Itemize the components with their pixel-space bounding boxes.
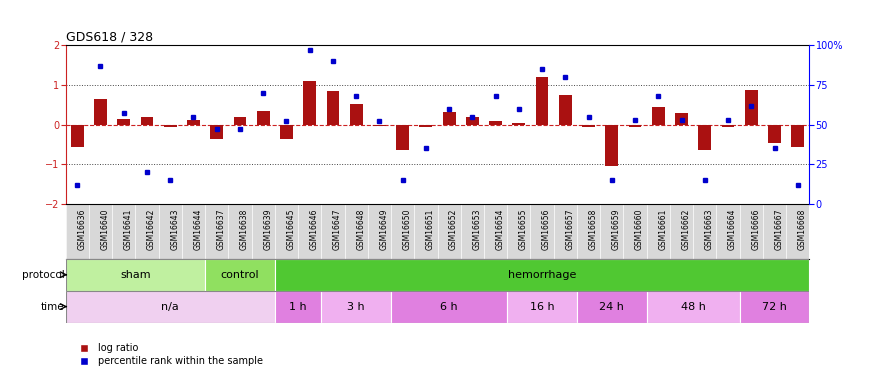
Bar <box>326 91 340 124</box>
Text: GSM16639: GSM16639 <box>263 209 272 250</box>
Bar <box>391 291 507 322</box>
Bar <box>396 124 409 150</box>
Text: GSM16659: GSM16659 <box>612 209 621 250</box>
Bar <box>275 259 809 291</box>
Bar <box>187 120 200 124</box>
Bar <box>66 259 205 291</box>
Bar <box>647 291 739 322</box>
Text: GSM16668: GSM16668 <box>798 209 807 250</box>
Bar <box>350 104 362 125</box>
Bar <box>676 112 688 125</box>
Bar <box>373 124 386 126</box>
Bar <box>71 124 84 147</box>
Text: GSM16667: GSM16667 <box>774 209 783 250</box>
Text: GSM16643: GSM16643 <box>171 209 179 250</box>
Bar <box>507 291 577 322</box>
Text: GSM16655: GSM16655 <box>519 209 528 250</box>
Bar <box>443 112 456 125</box>
Bar <box>164 124 177 128</box>
Text: GSM16650: GSM16650 <box>402 209 411 250</box>
Text: GSM16647: GSM16647 <box>332 209 342 250</box>
Text: GSM16656: GSM16656 <box>542 209 551 250</box>
Bar <box>419 124 432 127</box>
Bar <box>722 124 734 127</box>
Text: 3 h: 3 h <box>347 302 365 312</box>
Bar <box>117 118 130 124</box>
Text: time: time <box>41 302 65 312</box>
Text: 24 h: 24 h <box>599 302 624 312</box>
Text: GDS618 / 328: GDS618 / 328 <box>66 31 153 44</box>
Text: GSM16637: GSM16637 <box>217 209 226 250</box>
Bar <box>280 124 293 138</box>
Bar <box>577 291 647 322</box>
Bar <box>536 77 549 125</box>
Bar <box>628 124 641 127</box>
Bar <box>768 124 780 142</box>
Text: GSM16638: GSM16638 <box>240 209 249 250</box>
Text: GSM16648: GSM16648 <box>356 209 365 250</box>
Text: GSM16641: GSM16641 <box>123 209 133 250</box>
Bar <box>606 124 619 166</box>
Bar <box>513 123 525 124</box>
Bar <box>94 99 107 124</box>
Bar <box>256 111 270 125</box>
Text: 16 h: 16 h <box>529 302 555 312</box>
Bar <box>652 107 665 124</box>
Text: GSM16653: GSM16653 <box>473 209 481 250</box>
Text: GSM16644: GSM16644 <box>193 209 202 250</box>
Text: n/a: n/a <box>161 302 179 312</box>
Text: GSM16654: GSM16654 <box>495 209 505 250</box>
Bar <box>210 124 223 138</box>
Bar <box>791 124 804 147</box>
Bar <box>739 291 809 322</box>
Text: GSM16645: GSM16645 <box>286 209 296 250</box>
Text: GSM16652: GSM16652 <box>449 209 458 250</box>
Bar <box>559 95 571 124</box>
Bar <box>66 291 275 322</box>
Legend: log ratio, percentile rank within the sample: log ratio, percentile rank within the sa… <box>71 339 267 370</box>
Text: protocol: protocol <box>22 270 65 280</box>
Text: GSM16666: GSM16666 <box>752 209 760 250</box>
Text: 72 h: 72 h <box>762 302 787 312</box>
Text: GSM16664: GSM16664 <box>728 209 737 250</box>
Text: 1 h: 1 h <box>290 302 307 312</box>
Bar <box>275 291 321 322</box>
Text: 6 h: 6 h <box>440 302 458 312</box>
Bar <box>489 121 502 124</box>
Text: GSM16636: GSM16636 <box>77 209 87 250</box>
Text: GSM16646: GSM16646 <box>310 209 318 250</box>
Text: control: control <box>220 270 259 280</box>
Text: GSM16658: GSM16658 <box>589 209 598 250</box>
Text: GSM16661: GSM16661 <box>658 209 668 250</box>
Text: 48 h: 48 h <box>681 302 705 312</box>
Bar <box>745 90 758 124</box>
Text: GSM16649: GSM16649 <box>380 209 388 250</box>
Text: GSM16640: GSM16640 <box>101 209 109 250</box>
Text: GSM16660: GSM16660 <box>635 209 644 250</box>
Text: GSM16651: GSM16651 <box>426 209 435 250</box>
Bar <box>321 291 391 322</box>
Bar <box>141 117 153 124</box>
Text: sham: sham <box>120 270 150 280</box>
Text: GSM16657: GSM16657 <box>565 209 574 250</box>
Bar <box>304 81 316 124</box>
Bar <box>582 124 595 128</box>
Bar <box>698 124 711 150</box>
Text: GSM16663: GSM16663 <box>704 209 714 250</box>
Text: hemorrhage: hemorrhage <box>507 270 577 280</box>
Text: GSM16642: GSM16642 <box>147 209 156 250</box>
Bar <box>205 259 275 291</box>
Text: GSM16662: GSM16662 <box>682 209 690 250</box>
Bar <box>234 117 247 124</box>
Bar <box>466 117 479 124</box>
